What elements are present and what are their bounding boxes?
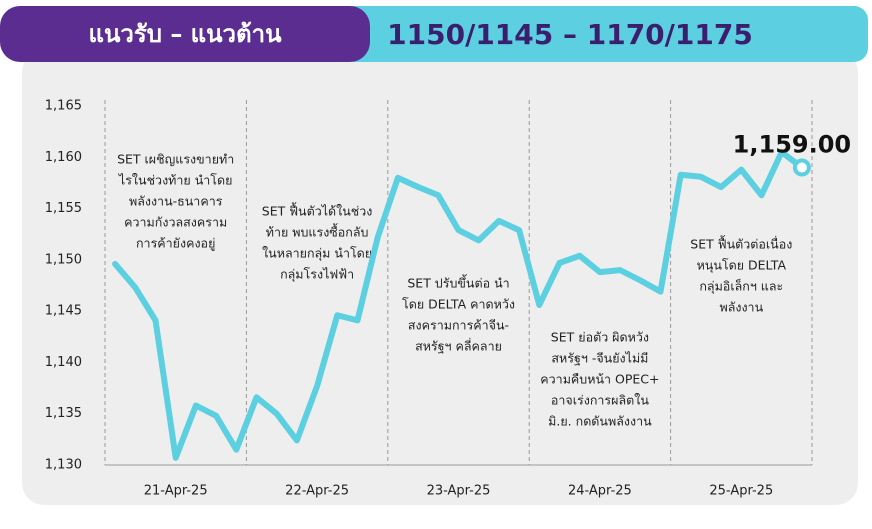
y-tick-label: 1,150 — [45, 252, 82, 267]
x-tick-label: 23-Apr-25 — [427, 484, 491, 499]
y-tick-label: 1,160 — [45, 150, 82, 165]
annotation: ในหลายกลุ่ม นำโดย — [262, 246, 372, 262]
y-tick-label: 1,140 — [45, 355, 82, 370]
series-line — [112, 149, 805, 461]
annotation: การค้ายังคงอยู่ — [136, 236, 215, 252]
annotation: ไรในช่วงท้าย นำโดย — [118, 173, 233, 188]
annotation: ความกังวลสงคราม — [124, 215, 227, 230]
annotation: กลุ่มอิเล็กฯ และ — [699, 279, 783, 295]
annotation: ท้าย พบแรงซื้อกลับ — [266, 223, 369, 240]
y-tick-label: 1,135 — [45, 406, 82, 421]
header-title: แนวรับ – แนวต้าน — [88, 20, 282, 48]
annotation: หนุนโดย DELTA — [697, 258, 787, 274]
annotation: SET ฟื้นตัวต่อเนื่อง — [690, 235, 792, 252]
annotation: พลังงาน — [719, 300, 763, 315]
annotation: สงครามการค้าจีน- — [408, 318, 509, 333]
annotation: กลุ่มโรงไฟฟ้า — [280, 267, 354, 283]
x-tick-label: 25-Apr-25 — [709, 484, 773, 499]
annotation: ความคืบหน้า OPEC+ — [540, 372, 659, 387]
annotation: SET ย่อตัว ผิดหวัง — [551, 330, 649, 345]
annotation: SET ปรับขึ้นต่อ นำ — [407, 274, 509, 291]
x-tick-label: 24-Apr-25 — [568, 484, 632, 499]
y-tick-label: 1,165 — [45, 99, 82, 114]
value-label: 1,159.00 — [733, 131, 851, 159]
annotation: สหรัฐฯ -จีนยังไม่มี — [551, 351, 648, 366]
annotation: SET เผชิญแรงขายทำ — [117, 152, 234, 167]
annotation: อาจเร่งการผลิตใน — [551, 393, 649, 408]
title-banner — [0, 6, 370, 62]
x-tick-label: 22-Apr-25 — [285, 484, 349, 499]
chart-panel — [22, 50, 858, 505]
y-tick-label: 1,130 — [45, 458, 82, 473]
levels-banner — [340, 6, 868, 62]
annotation: พลังงาน-ธนาคาร — [129, 194, 223, 209]
annotation: โดย DELTA คาดหวัง — [402, 297, 515, 312]
x-tick-label: 21-Apr-25 — [144, 484, 208, 499]
y-tick-label: 1,145 — [45, 304, 82, 319]
annotation: สหรัฐฯ คลี่คลาย — [415, 338, 502, 354]
annotation: SET ฟื้นตัวได้ในช่วง — [262, 202, 373, 219]
end-marker — [792, 158, 811, 177]
y-tick-label: 1,155 — [45, 201, 82, 216]
annotation: มิ.ย. กดดันพลังงาน — [548, 414, 652, 429]
header-levels: 1150/1145 – 1170/1175 — [387, 18, 753, 51]
